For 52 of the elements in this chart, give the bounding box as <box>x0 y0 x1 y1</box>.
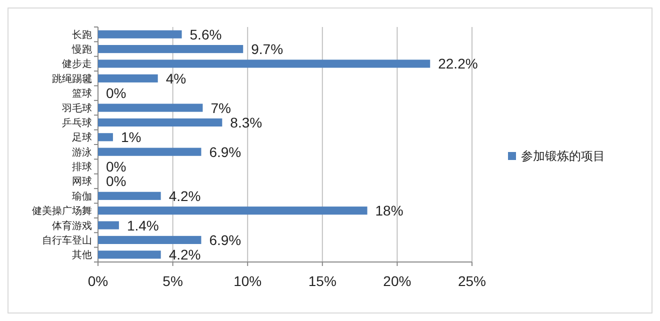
bar <box>98 133 113 142</box>
bar <box>98 74 158 82</box>
y-tick-label: 游泳 <box>72 146 92 158</box>
y-tick-label: 自行车登山 <box>42 234 92 246</box>
legend-label: 参加锻炼的项目 <box>521 149 605 163</box>
text: 22.2% <box>438 56 478 72</box>
x-tick-label: 10% <box>234 273 262 289</box>
text: 4.2% <box>168 246 201 263</box>
y-tick-label: 其他 <box>72 249 92 262</box>
bar <box>98 44 244 54</box>
text: 4% <box>166 70 186 86</box>
bar <box>98 221 119 230</box>
y-tick-label: 跳绳踢毽 <box>52 72 92 85</box>
text: 5.6% <box>190 26 222 42</box>
y-tick-label: 长跑 <box>72 28 92 41</box>
y-tick-label: 足球 <box>72 132 92 144</box>
text: 0% <box>106 158 126 175</box>
bar <box>98 104 203 112</box>
y-tick-label: 慢跑 <box>71 44 92 56</box>
text: 7% <box>210 100 231 116</box>
y-tick-label: 体育游戏 <box>52 220 92 232</box>
text: 0% <box>106 173 126 190</box>
x-tick-label: 0% <box>88 273 108 289</box>
bar <box>98 30 182 38</box>
bar <box>98 250 161 259</box>
bar <box>98 60 430 68</box>
x-tick-label: 25% <box>458 273 486 289</box>
bar <box>98 206 368 215</box>
text: 6.9% <box>209 232 242 248</box>
y-tick-label: 网球 <box>72 176 92 188</box>
bar <box>98 192 161 200</box>
text: 0% <box>106 85 126 102</box>
bar <box>98 118 222 127</box>
y-tick-label: 排球 <box>72 161 92 174</box>
text: 18% <box>375 202 404 219</box>
text: 1.4% <box>126 217 159 234</box>
x-tick-label: 20% <box>383 273 412 289</box>
x-tick-label: 5% <box>162 273 183 289</box>
y-tick-label: 健美操广场舞 <box>32 205 92 218</box>
y-tick-label: 健步走 <box>62 58 92 70</box>
y-tick-label: 羽毛球 <box>62 102 92 114</box>
text: 1% <box>120 129 142 146</box>
text: 6.9% <box>209 144 242 160</box>
text: 8.3% <box>230 114 262 130</box>
bar <box>98 236 202 244</box>
y-tick-label: 瑜伽 <box>72 190 92 202</box>
text: 4.2% <box>168 188 201 204</box>
y-tick-label: 篮球 <box>72 88 92 100</box>
text: 9.7% <box>251 41 284 58</box>
x-tick-label: 15% <box>308 273 336 289</box>
bar <box>98 148 202 156</box>
y-tick-label: 乒乓球 <box>62 116 92 129</box>
